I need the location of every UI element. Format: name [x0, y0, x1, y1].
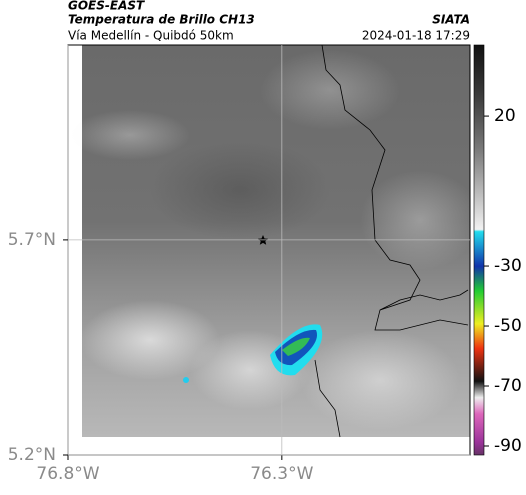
colorbar [473, 44, 485, 456]
satellite-image [70, 45, 480, 437]
subtitle: Temperatura de Brillo CH13 [68, 13, 255, 27]
colorbar-tick-label: -30 [494, 256, 522, 276]
location: Vía Medellín - Quibdó 50km [68, 29, 234, 43]
y-tick-label: 5.7°N [8, 230, 56, 250]
border [321, 44, 469, 331]
colorbar-tick-label: -90 [494, 436, 522, 456]
border [379, 289, 469, 311]
colorbar-tick-label: -70 [494, 376, 522, 396]
x-tick-label: 76.3°W [250, 464, 313, 484]
source: SIATA [432, 13, 470, 27]
colorbar-tick-label: 20 [494, 106, 516, 126]
title: GOES-EAST [68, 0, 145, 13]
x-tick-label: 76.8°W [36, 464, 99, 484]
datetime: 2024-01-18 17:29 [362, 29, 470, 43]
border [314, 359, 341, 438]
colorbar-tick-label: -50 [494, 316, 522, 336]
y-tick-label: 5.2°N [8, 445, 56, 465]
